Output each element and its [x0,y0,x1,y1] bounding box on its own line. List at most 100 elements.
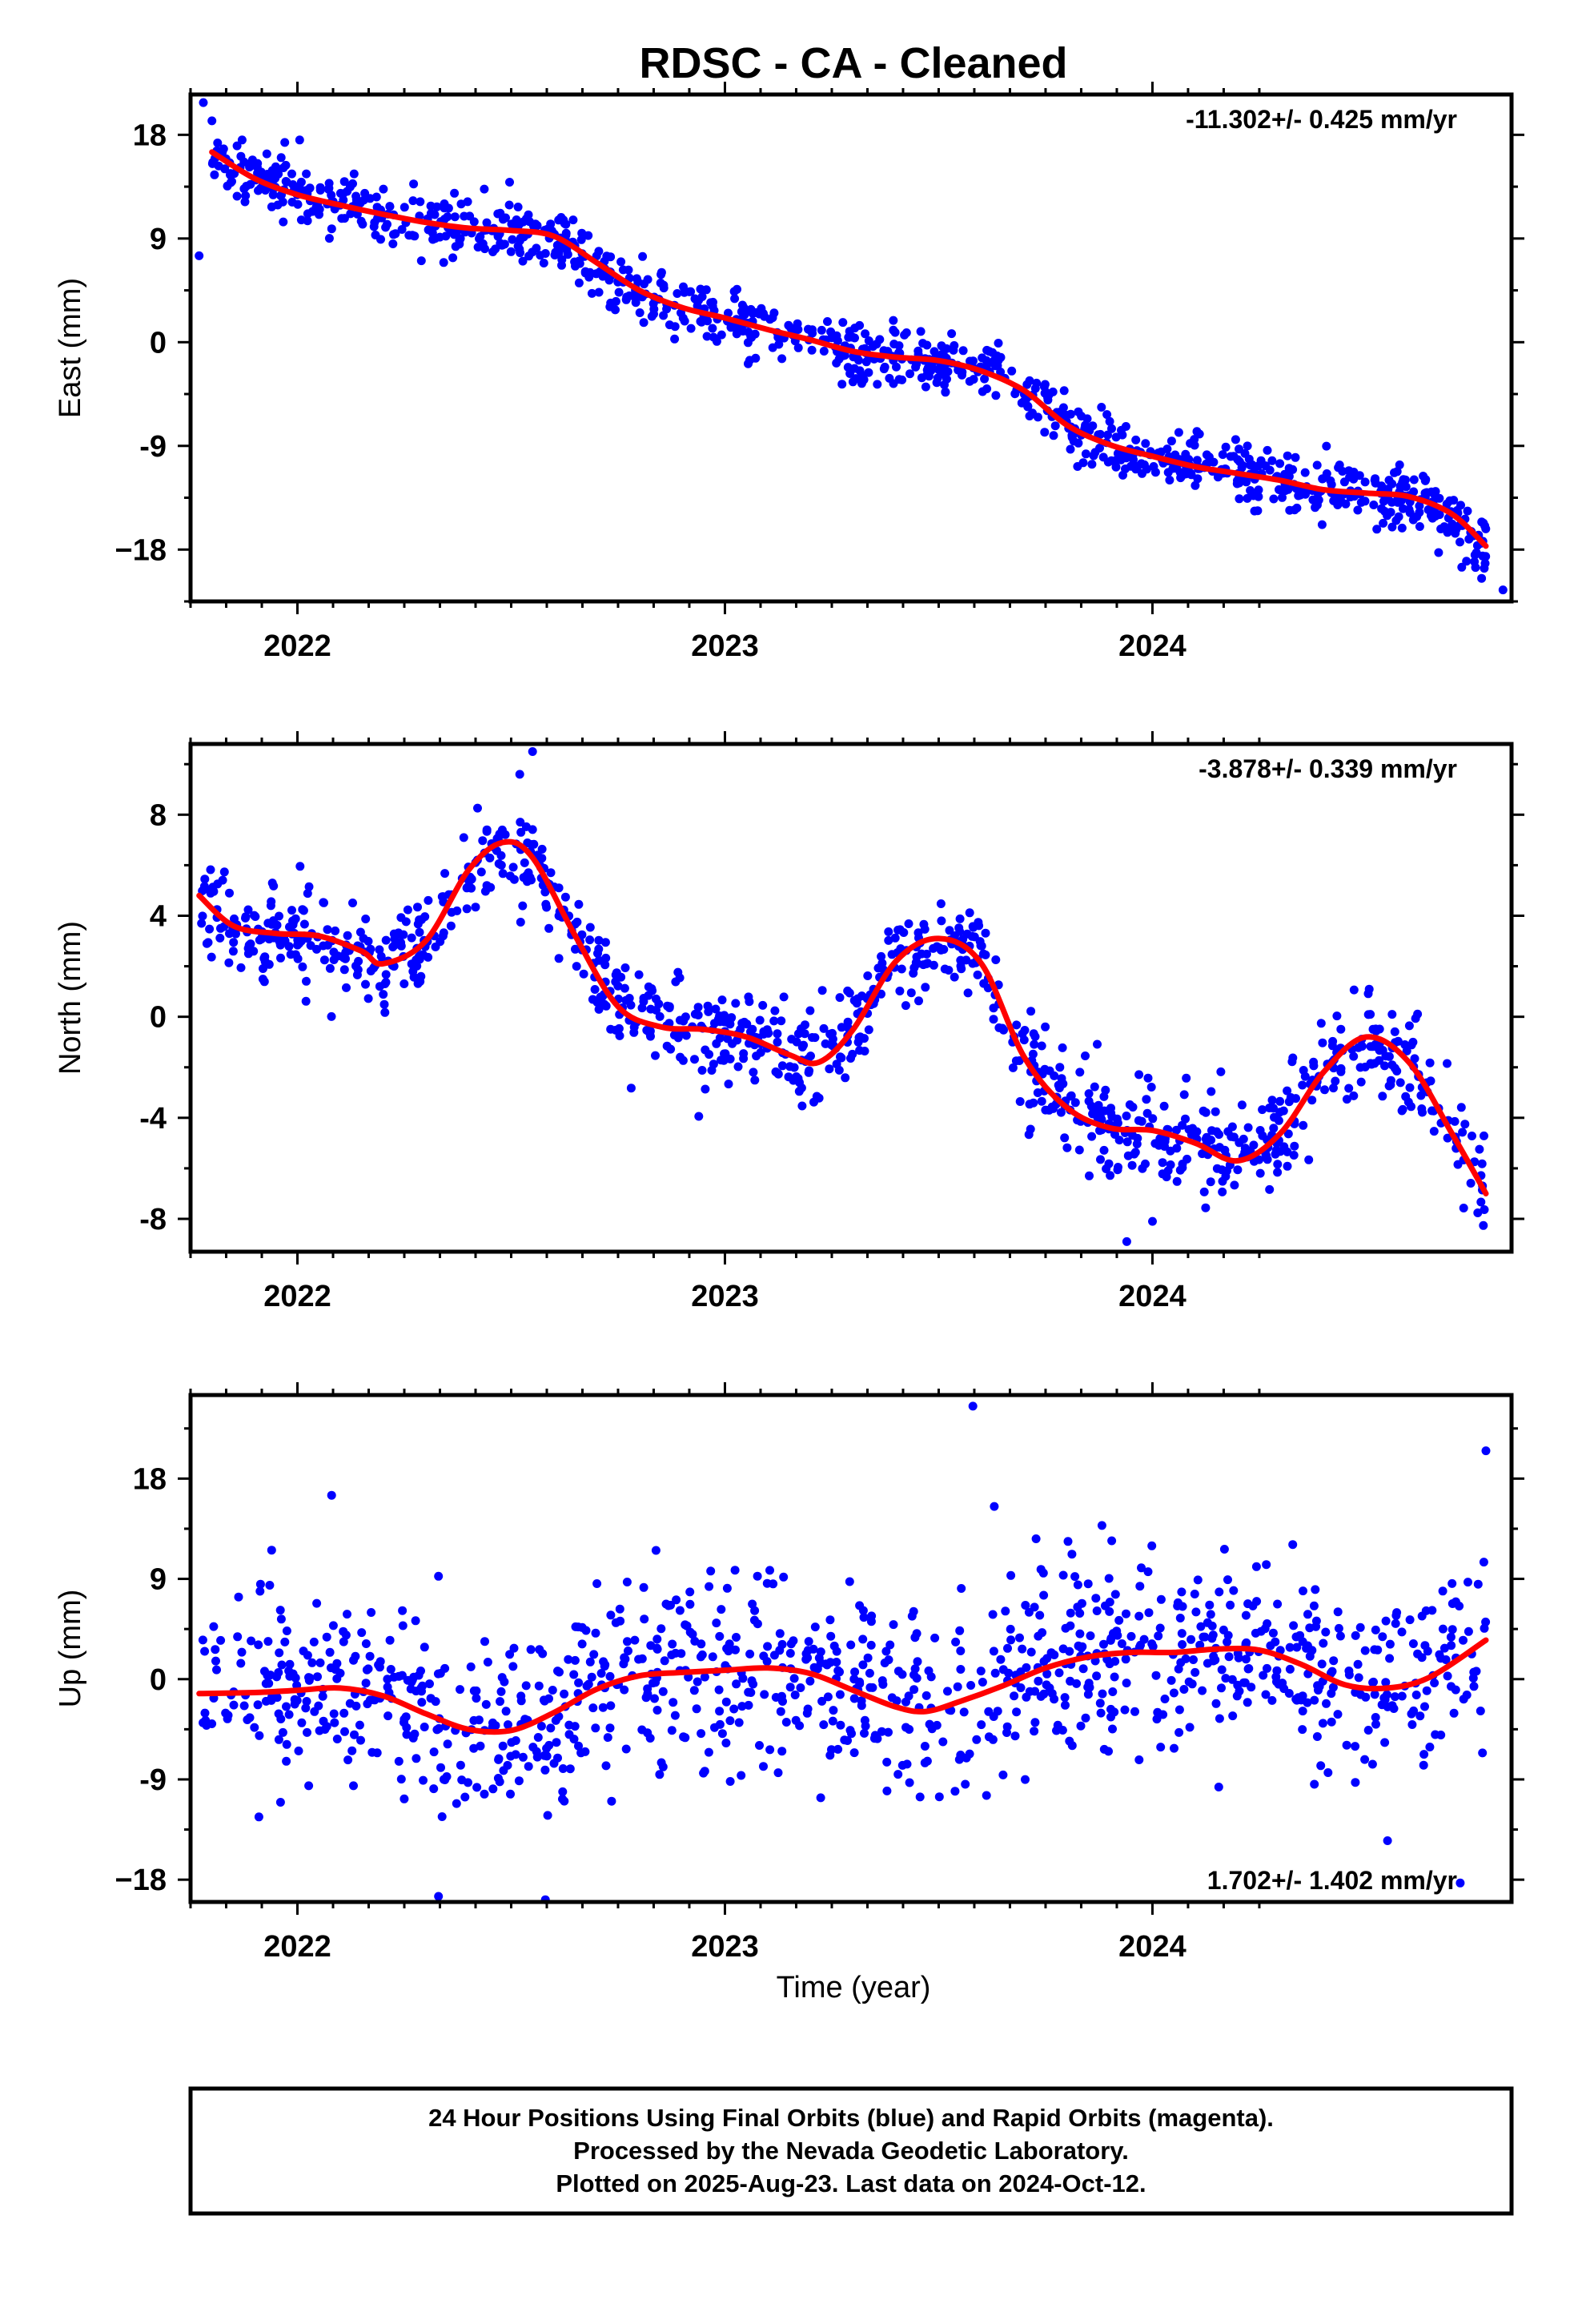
data-point [1122,1112,1131,1120]
data-point [1436,1654,1446,1663]
data-point [469,1715,479,1725]
data-point [988,1610,998,1619]
data-point [211,1656,220,1666]
data-point [509,1643,519,1653]
data-point [1439,522,1449,532]
data-point [409,179,419,189]
data-point [1104,1574,1114,1583]
data-point [685,1587,695,1597]
data-point [681,1031,691,1040]
data-point [287,906,296,915]
data-point [385,1635,395,1645]
data-point [785,1683,795,1692]
data-point [615,1604,624,1614]
data-point [507,219,516,229]
data-point [845,1577,854,1586]
data-point [858,1634,868,1644]
data-point [1384,476,1394,485]
data-point [544,1740,554,1750]
data-point [781,1718,791,1727]
data-point [739,303,749,312]
data-point [1470,557,1480,566]
data-point [909,1685,919,1695]
up-axis-label: Up (mm) [54,1590,87,1708]
data-point [324,234,334,243]
data-point [275,1798,285,1807]
data-point [449,230,459,239]
data-point [1033,1088,1042,1097]
y-tick-label: -9 [139,430,167,464]
data-point [560,1689,569,1699]
data-point [342,983,351,992]
data-point [1464,1626,1473,1636]
data-point [1438,1586,1447,1596]
data-point [957,1584,966,1593]
data-point [1002,1722,1012,1731]
data-point [769,308,779,318]
data-point [863,971,873,980]
data-point [624,291,634,300]
north-y-tick-labels: 8 4 0 -4 -8 [139,798,167,1236]
data-point [651,1051,660,1060]
data-point [961,1779,970,1789]
data-point [1390,1063,1399,1073]
data-point [723,1034,733,1043]
data-point [330,1718,339,1727]
data-point [1131,464,1141,474]
data-point [585,1657,595,1667]
data-point [978,1678,987,1687]
data-point [1050,1071,1059,1080]
data-point [1105,1659,1114,1669]
data-point [640,1614,649,1624]
data-point [1456,1103,1466,1112]
x-tick-label-2022: 2022 [263,1930,331,1964]
data-point [837,1023,846,1032]
data-point [1085,1171,1094,1180]
data-point [1384,1081,1394,1091]
data-point [315,183,325,192]
data-point [1274,1679,1283,1689]
data-point [710,1019,719,1028]
data-point [789,1674,799,1683]
data-point [440,203,449,213]
data-point [225,888,234,898]
data-point [655,1770,665,1779]
data-point [473,803,482,813]
data-point [1468,1132,1476,1140]
data-point [267,202,276,211]
data-point [1318,1719,1327,1728]
data-point [1030,1718,1040,1727]
data-point [499,1766,508,1775]
east-rate-label: -11.302+/- 0.425 mm/yr [1186,105,1457,134]
data-point [745,1649,755,1659]
data-point [418,1681,428,1691]
data-point [963,988,973,998]
data-point [1158,1158,1167,1168]
data-point [1443,1059,1452,1068]
data-point [1059,386,1069,396]
data-point [1451,1685,1460,1695]
data-point [1058,1043,1067,1052]
data-point [1070,1098,1080,1108]
data-point [1017,398,1026,408]
east-y-tick-labels: 18 9 0 -9 −18 [115,119,167,567]
data-point [722,1583,732,1593]
data-point [600,938,610,947]
data-point [561,219,571,229]
data-point [692,1704,701,1714]
data-point [1249,491,1259,501]
data-point [1148,1114,1158,1124]
data-point [732,1633,741,1642]
data-point [647,984,656,993]
data-point [962,929,972,939]
data-point [679,1732,689,1742]
data-point [355,1720,364,1730]
north-x-tick-labels: 2022 2023 2024 [263,1280,1186,1313]
data-point [1423,1647,1432,1656]
data-point [390,940,400,950]
data-point [592,1579,602,1588]
data-point [1154,1631,1163,1641]
data-point [494,1754,504,1763]
data-point [685,1599,695,1609]
data-point [1369,501,1379,509]
